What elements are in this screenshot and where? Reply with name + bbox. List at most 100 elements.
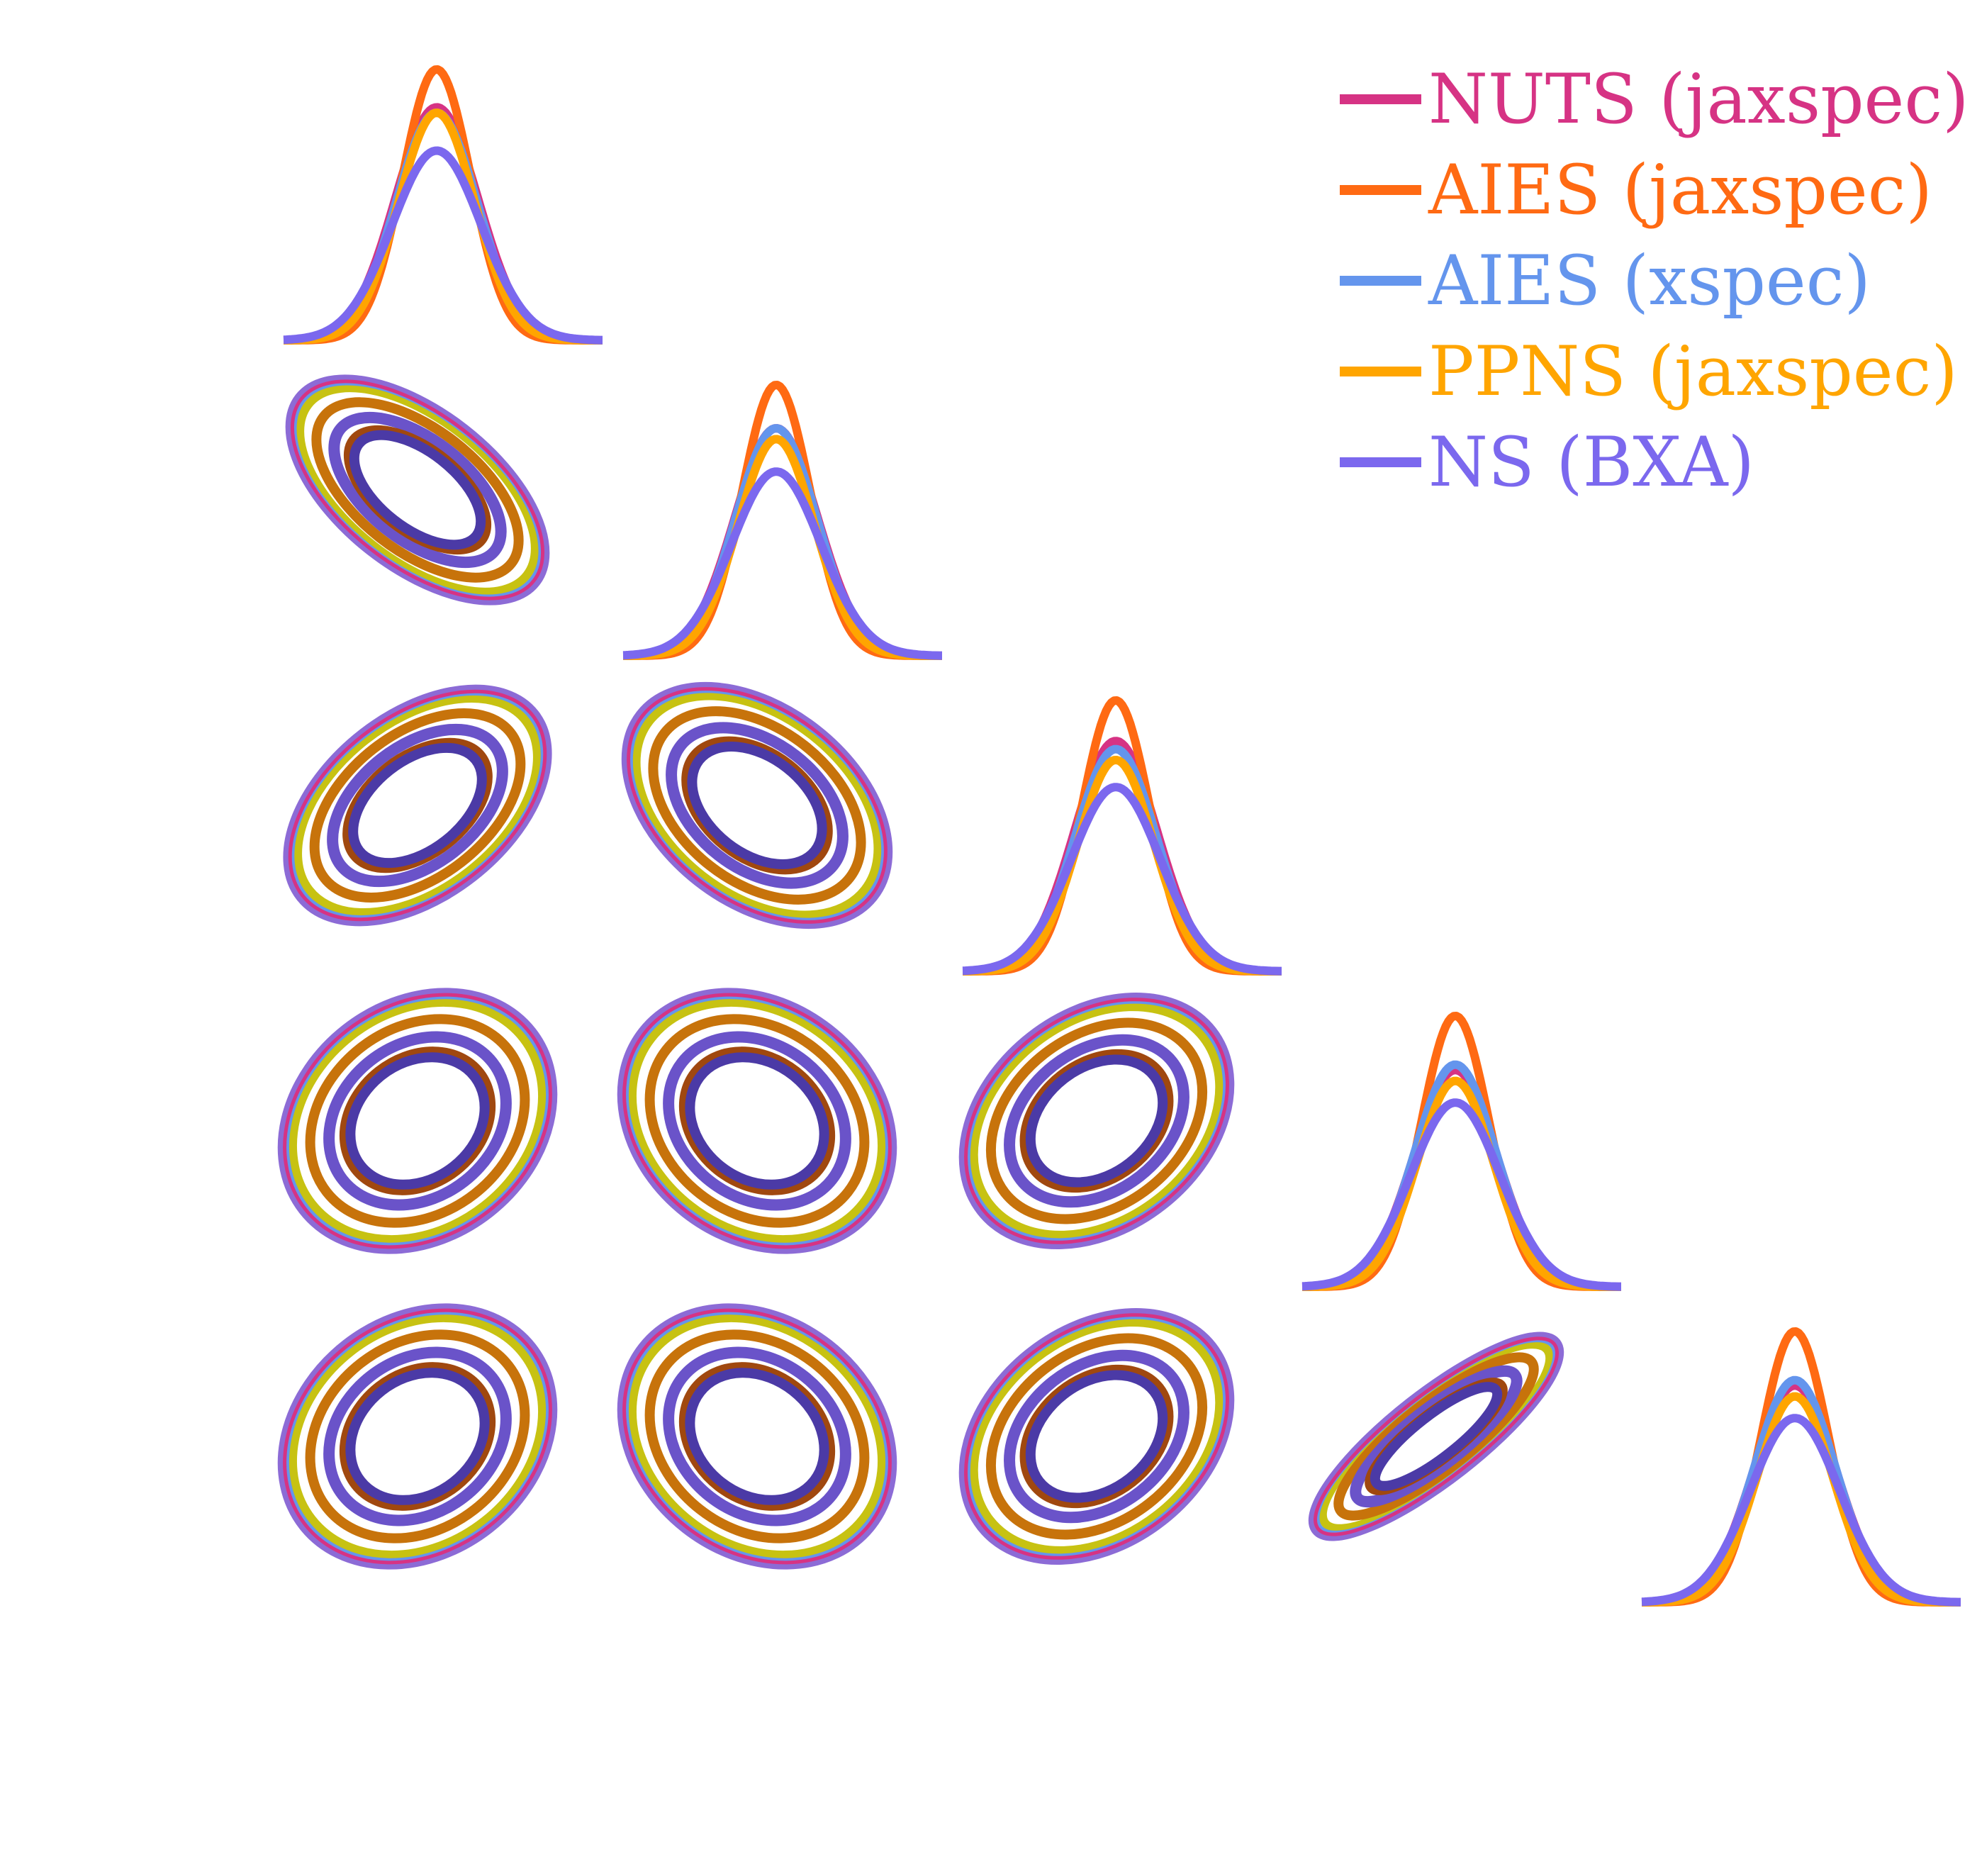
panel-contour-4-1 <box>617 1303 897 1570</box>
contour-ring-3 <box>627 687 888 924</box>
marginal-curve-aies-xspec <box>281 108 605 345</box>
contour-ring-6 <box>678 1362 836 1511</box>
marginal-curve-nuts-jaxspec <box>621 424 944 660</box>
contour-ring-5 <box>328 411 507 569</box>
contour-ring-4 <box>648 706 866 905</box>
contour-ring-4 <box>644 1014 870 1228</box>
panel-marginal-4 <box>1640 1327 1963 1607</box>
marginal-curve-aies-jaxspec <box>621 381 944 660</box>
contour-ring-2 <box>285 995 550 1246</box>
legend-label-ppns-jaxspec: PPNS (jaxspec) <box>1428 332 1958 411</box>
legend-entry-nuts-jaxspec: NUTS (jaxspec) <box>1340 60 1969 139</box>
contour-ring-4 <box>644 1329 870 1543</box>
contour-ring-3 <box>283 1308 552 1565</box>
marginal-curve-aies-jaxspec <box>1300 1012 1623 1291</box>
contour-ring-7 <box>1025 1370 1168 1503</box>
legend-entry-aies-jaxspec: AIES (jaxspec) <box>1340 150 1932 230</box>
contour-ring-3 <box>622 1308 892 1565</box>
panel-marginal-2 <box>961 696 1284 976</box>
contour-ring-6 <box>1019 1364 1174 1509</box>
contour-ring-5 <box>323 1346 512 1526</box>
contour-ring-0 <box>621 681 893 929</box>
contour-ring-5 <box>323 1031 512 1211</box>
contour-ring-1 <box>288 998 547 1244</box>
contour-ring-2 <box>625 1311 890 1562</box>
marginal-curve-ns-bxa <box>281 146 605 345</box>
contour-ring-2 <box>1316 1339 1557 1534</box>
contour-ring-1 <box>1318 1340 1555 1533</box>
panel-contour-3-0 <box>277 988 558 1254</box>
contour-ring-7 <box>345 1052 490 1190</box>
contour-ring-1 <box>293 693 542 917</box>
marginal-curve-aies-jaxspec <box>1640 1327 1963 1607</box>
legend-label-aies-xspec: AIES (xspec) <box>1428 241 1871 320</box>
contour-ring-6 <box>678 1046 836 1195</box>
contour-ring-3 <box>964 998 1229 1244</box>
panel-marginal-0 <box>281 65 605 345</box>
contour-ring-2 <box>285 1311 550 1562</box>
panel-marginal-3 <box>1300 1012 1623 1291</box>
contour-ring-5 <box>666 722 849 889</box>
legend-label-ns-bxa: NS (BXA) <box>1428 423 1754 502</box>
panel-contour-2-1 <box>621 681 893 929</box>
contour-ring-3 <box>964 1313 1229 1560</box>
marginal-curve-nuts-jaxspec <box>281 103 605 345</box>
contour-ring-3 <box>1314 1336 1559 1536</box>
contour-ring-2 <box>625 995 890 1246</box>
contour-ring-4 <box>985 1017 1208 1224</box>
contour-ring-0 <box>283 684 552 927</box>
contour-ring-7 <box>687 741 827 870</box>
contour-ring-0 <box>285 374 550 605</box>
contour-ring-2 <box>291 692 544 919</box>
panel-contour-2-0 <box>283 684 552 927</box>
contour-ring-1 <box>627 1313 887 1560</box>
contour-ring-3 <box>290 379 545 601</box>
contour-ring-1 <box>296 384 539 596</box>
contour-ring-1 <box>632 691 883 920</box>
marginal-curve-ns-bxa <box>961 783 1284 976</box>
legend-label-aies-jaxspec: AIES (jaxspec) <box>1428 150 1932 230</box>
marginal-curve-ns-bxa <box>1300 1098 1623 1291</box>
contour-ring-6 <box>339 1362 496 1511</box>
marginal-curve-ns-bxa <box>1640 1414 1963 1607</box>
contour-ring-1 <box>969 1318 1224 1555</box>
marginal-curve-aies-xspec <box>1300 1060 1623 1291</box>
marginal-curve-ppns-jaxspec <box>281 108 605 345</box>
marginal-curve-ppns-jaxspec <box>621 435 944 660</box>
contour-ring-5 <box>663 1031 851 1211</box>
contour-ring-7 <box>685 1052 829 1190</box>
contour-ring-3 <box>622 993 892 1249</box>
contour-ring-1 <box>627 998 887 1244</box>
panel-contour-4-3 <box>1308 1331 1564 1541</box>
legend-entry-ppns-jaxspec: PPNS (jaxspec) <box>1340 332 1958 411</box>
contour-ring-4 <box>1333 1352 1539 1521</box>
contour-ring-1 <box>969 1003 1224 1239</box>
legend-label-nuts-jaxspec: NUTS (jaxspec) <box>1428 60 1969 139</box>
contour-ring-6 <box>1019 1049 1174 1193</box>
marginal-curve-aies-xspec <box>621 424 944 660</box>
legend-entry-aies-xspec: AIES (xspec) <box>1340 241 1871 320</box>
marginal-curve-nuts-jaxspec <box>961 737 1284 976</box>
contour-ring-1 <box>288 1313 547 1560</box>
panel-marginal-1 <box>621 381 944 660</box>
panel-contour-1-0 <box>285 374 550 605</box>
contour-ring-5 <box>1004 1349 1189 1524</box>
legend: NUTS (jaxspec) AIES (jaxspec) AIES (xspe… <box>1340 60 1969 502</box>
contour-ring-5 <box>663 1346 851 1526</box>
contour-ring-3 <box>283 993 552 1249</box>
marginal-curve-aies-xspec <box>961 744 1284 976</box>
contour-ring-5 <box>1350 1365 1523 1508</box>
panel-contour-3-2 <box>958 993 1235 1249</box>
panel-contour-4-0 <box>277 1303 558 1570</box>
contour-ring-4 <box>311 397 524 583</box>
corner-panels <box>277 65 1963 1607</box>
marginal-curve-ns-bxa <box>621 467 944 660</box>
legend-entry-ns-bxa: NS (BXA) <box>1340 423 1754 502</box>
contour-ring-7 <box>345 1368 490 1505</box>
contour-ring-7 <box>1370 1382 1503 1491</box>
contour-ring-2 <box>966 1000 1227 1242</box>
contour-ring-6 <box>339 1046 496 1195</box>
marginal-curve-ppns-jaxspec <box>1640 1392 1963 1607</box>
panel-contour-4-2 <box>958 1308 1235 1565</box>
